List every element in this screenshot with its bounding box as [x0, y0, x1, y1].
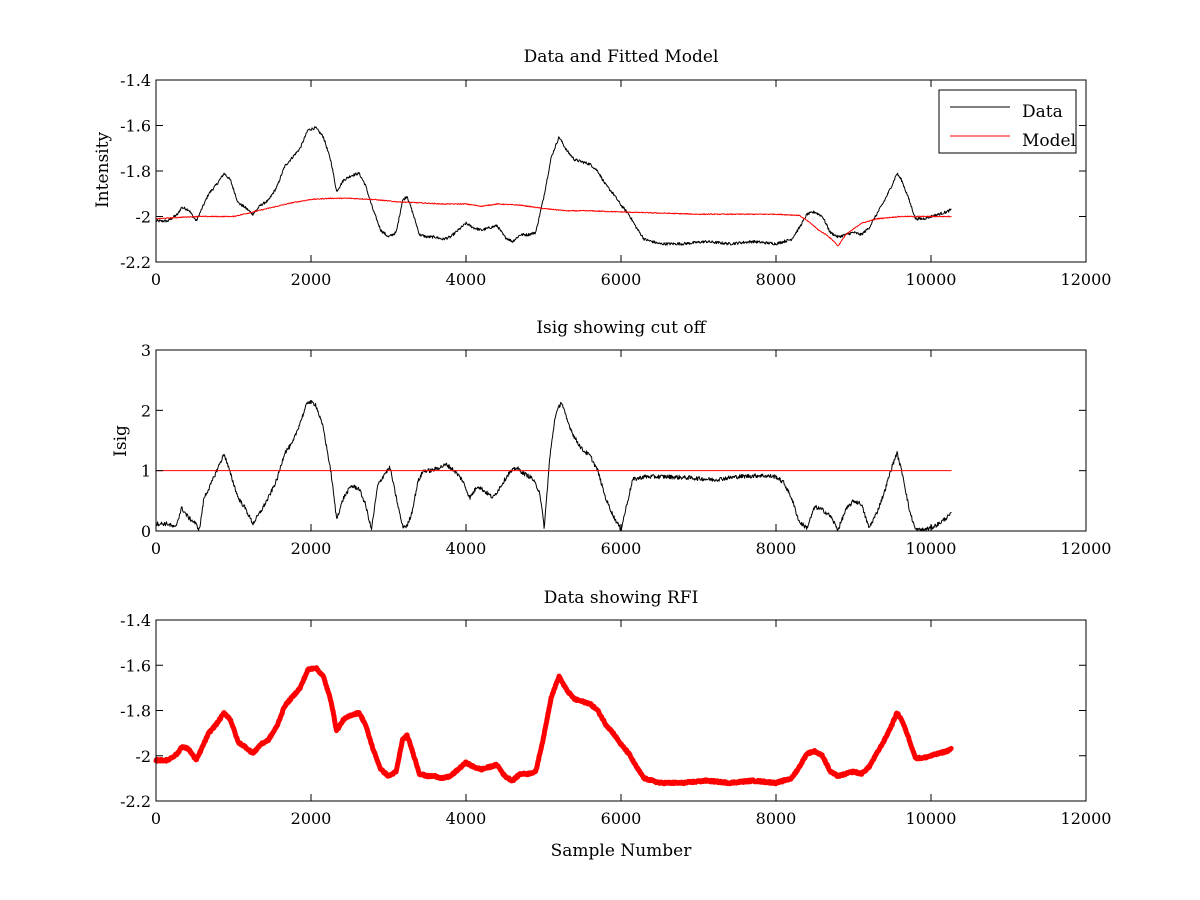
- plot-lines: [153, 665, 954, 787]
- plot-lines: [155, 400, 952, 532]
- y-tick-label: 1: [141, 462, 151, 481]
- y-tick-label: -2: [135, 747, 151, 766]
- y-tick-label: -2.2: [120, 253, 151, 272]
- x-tick-label: 10000: [906, 270, 957, 289]
- x-tick-label: 2000: [291, 270, 332, 289]
- legend-box: [938, 89, 1077, 154]
- y-tick-label: 0: [141, 522, 151, 541]
- y-tick-label: -2.2: [120, 792, 151, 811]
- x-tick-label: 0: [151, 270, 161, 289]
- y-tick-label: -2: [135, 208, 151, 227]
- plot-lines: [155, 126, 952, 247]
- x-tick-label: 2000: [291, 809, 332, 828]
- x-axis-label: Sample Number: [551, 841, 693, 861]
- x-tick-label: 6000: [601, 539, 642, 558]
- legend: Data Model: [938, 89, 1077, 154]
- x-tick-label: 10000: [906, 809, 957, 828]
- subplot-data-showing-rfi: Data showing RFI Sample Number 0 2000 4000…: [120, 588, 1111, 861]
- legend-label-data: Data: [1022, 102, 1063, 122]
- y-tick-label: -1.4: [120, 611, 151, 630]
- subplot-data-and-fitted-model: Data and Fitted Model Intensity 0 2000 400…: [93, 47, 1111, 289]
- x-tick-label: 2000: [291, 539, 332, 558]
- x-tick-label: 4000: [446, 809, 487, 828]
- x-tick-label: 12000: [1061, 809, 1112, 828]
- y-tick-label: -1.4: [120, 71, 151, 90]
- y-tick-label: -1.8: [120, 162, 151, 181]
- y-tick-label: -1.6: [120, 117, 151, 136]
- y-tick-label: -1.8: [120, 702, 151, 721]
- x-tick-label: 8000: [756, 809, 797, 828]
- x-tick-label: 0: [151, 539, 161, 558]
- y-axis-label: Isig: [111, 425, 131, 457]
- x-tick-label: 4000: [446, 539, 487, 558]
- series-line-data: [155, 126, 952, 246]
- series-line-model: [155, 197, 952, 247]
- y-tick-label: 2: [141, 401, 151, 420]
- x-tick-label: 8000: [756, 539, 797, 558]
- series-line-series-1: [153, 665, 954, 787]
- y-axis-label: Intensity: [93, 132, 113, 208]
- x-tick-label: 6000: [601, 809, 642, 828]
- y-tick-label: -1.6: [120, 656, 151, 675]
- chart-title: Isig showing cut off: [536, 318, 707, 338]
- x-tick-label: 6000: [601, 270, 642, 289]
- chart-title: Data showing RFI: [544, 588, 699, 608]
- x-tick-label: 0: [151, 809, 161, 828]
- chart-title: Data and Fitted Model: [524, 47, 719, 67]
- series-line-series-1: [155, 400, 952, 532]
- legend-label-model: Model: [1022, 131, 1076, 151]
- x-tick-label: 12000: [1061, 539, 1112, 558]
- x-tick-label: 8000: [756, 270, 797, 289]
- x-tick-label: 10000: [906, 539, 957, 558]
- x-tick-label: 4000: [446, 270, 487, 289]
- y-tick-label: 3: [141, 341, 151, 360]
- subplot-isig-showing-cut-off: Isig showing cut off Isig 0 2000 4000 6000 8…: [111, 318, 1111, 558]
- x-tick-label: 12000: [1061, 270, 1112, 289]
